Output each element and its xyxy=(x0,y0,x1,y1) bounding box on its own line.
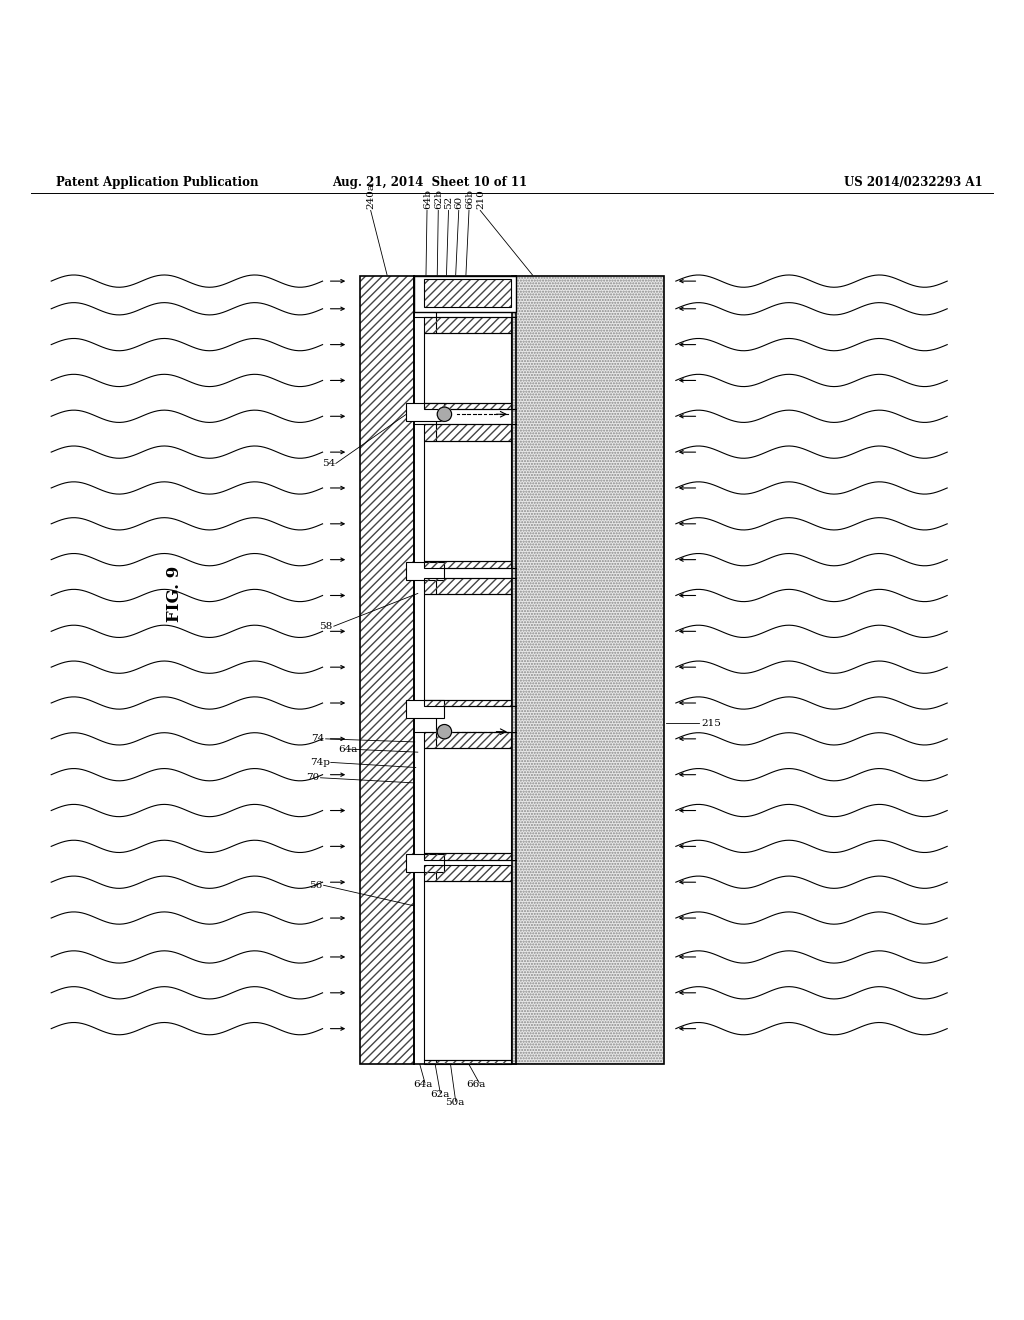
Text: 64a: 64a xyxy=(414,1080,433,1089)
Text: 52: 52 xyxy=(444,197,454,210)
Text: 210: 210 xyxy=(476,190,485,210)
Bar xyxy=(424,317,511,334)
Text: 56: 56 xyxy=(309,880,323,890)
Bar xyxy=(406,403,444,421)
Bar xyxy=(424,425,511,441)
Text: 58: 58 xyxy=(319,622,333,631)
Text: Patent Application Publication: Patent Application Publication xyxy=(56,177,259,189)
Bar xyxy=(424,578,511,594)
Bar xyxy=(424,865,511,882)
Bar xyxy=(406,562,444,579)
Text: 66b: 66b xyxy=(465,190,474,210)
Bar xyxy=(424,853,511,859)
Bar xyxy=(424,865,511,882)
Bar xyxy=(414,276,516,312)
Bar xyxy=(424,882,511,1060)
Bar xyxy=(424,279,511,306)
Bar xyxy=(424,731,511,748)
Bar xyxy=(512,276,664,1064)
Bar xyxy=(406,854,444,873)
Bar xyxy=(424,1060,511,1064)
Text: 50a: 50a xyxy=(445,1098,465,1107)
Text: 54: 54 xyxy=(322,459,335,467)
Bar xyxy=(424,700,511,706)
Bar xyxy=(424,317,511,334)
Bar xyxy=(406,700,444,718)
Text: US 2014/0232293 A1: US 2014/0232293 A1 xyxy=(845,177,983,189)
Bar xyxy=(424,403,511,409)
Text: 60: 60 xyxy=(455,197,464,210)
Text: 62a: 62a xyxy=(430,1090,450,1100)
Text: 70: 70 xyxy=(306,774,319,783)
Circle shape xyxy=(437,407,452,421)
Circle shape xyxy=(437,725,452,739)
Text: Aug. 21, 2014  Sheet 10 of 11: Aug. 21, 2014 Sheet 10 of 11 xyxy=(333,177,527,189)
Text: 64b: 64b xyxy=(423,190,432,210)
Bar xyxy=(424,594,511,700)
Bar xyxy=(512,276,664,1064)
Text: FIG. 9: FIG. 9 xyxy=(166,565,182,622)
Bar xyxy=(360,276,414,1064)
Bar xyxy=(424,578,511,594)
Text: 74p: 74p xyxy=(309,758,330,767)
Text: 74: 74 xyxy=(311,734,325,743)
Bar xyxy=(424,748,511,853)
Text: 66a: 66a xyxy=(466,1080,485,1089)
Bar xyxy=(424,334,511,403)
Text: 240a: 240a xyxy=(367,183,376,210)
Text: 215: 215 xyxy=(701,719,721,729)
Bar xyxy=(424,700,511,706)
Text: 64a: 64a xyxy=(338,744,357,754)
Bar xyxy=(424,1060,511,1064)
Text: 62b: 62b xyxy=(434,190,443,210)
Bar xyxy=(424,561,511,568)
Bar xyxy=(424,403,511,409)
Bar xyxy=(424,425,511,441)
Bar xyxy=(360,276,414,1064)
Bar xyxy=(424,441,511,561)
Bar xyxy=(424,279,511,306)
Bar xyxy=(424,561,511,568)
Bar xyxy=(424,853,511,859)
Bar xyxy=(424,731,511,748)
